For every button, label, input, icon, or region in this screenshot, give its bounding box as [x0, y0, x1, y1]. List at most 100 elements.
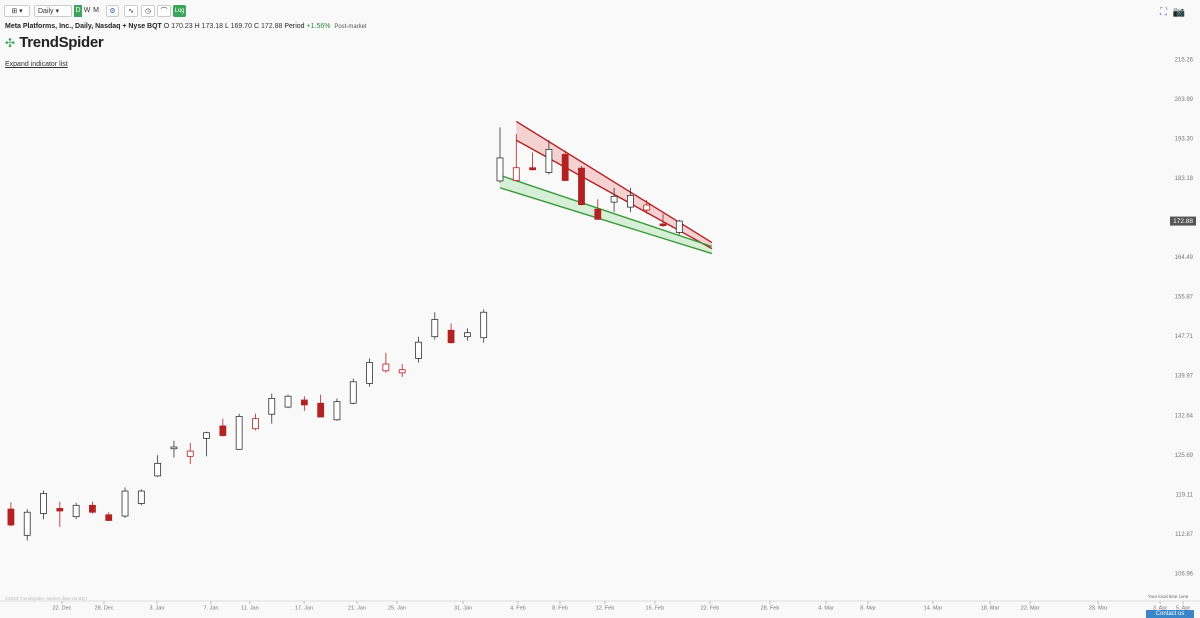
candle [594, 199, 602, 221]
x-tick-label: 4. Feb [510, 605, 526, 611]
candle-body [56, 508, 64, 512]
interval-select[interactable]: Daily ▾ [34, 5, 72, 17]
support-band-edge [499, 174, 713, 248]
y-tick-label: 203.99 [1175, 97, 1194, 103]
log-button[interactable]: Log [173, 5, 186, 17]
logo-text: TrendSpider [19, 34, 104, 51]
period-label: Period [284, 23, 305, 30]
indicator-button[interactable]: ∿ [124, 5, 138, 17]
candle-body [398, 369, 406, 374]
settings-button[interactable]: ⚙ [106, 5, 119, 17]
candle [317, 394, 325, 418]
candle-body [268, 397, 276, 415]
ohlc-value: 169.70 [230, 23, 252, 30]
x-tick-label: 22. Feb [701, 605, 720, 611]
ohlc-value: 172.88 [260, 23, 283, 30]
button-m[interactable]: M [93, 7, 99, 14]
candle-body [252, 418, 259, 430]
x-tick-label: 17. Jan [295, 605, 313, 611]
x-tick-label: 3. Apr [1153, 605, 1168, 611]
candle [578, 166, 585, 206]
candle-body [529, 167, 536, 171]
candle [268, 393, 276, 424]
candle-body [186, 450, 194, 457]
ohlc-label: L [224, 23, 229, 30]
layout-menu[interactable]: ⊞ ▾ [4, 5, 30, 17]
support-band [499, 175, 712, 254]
candle [23, 509, 31, 541]
camera-icon[interactable]: 📷 [1172, 7, 1185, 18]
candle-body [23, 511, 31, 536]
candle [137, 489, 145, 506]
candle [675, 219, 683, 235]
legend-row: Meta Platforms, Inc., Daily, Nasdaq + Ny… [5, 23, 367, 30]
x-tick-label: 14. Mar [924, 605, 943, 611]
candle-body [333, 401, 341, 421]
ohlc-legend: O 170.23 H 173.18 L 169.70 C 172.88 [164, 23, 285, 30]
fullscreen-icon[interactable]: ⛶ [1159, 7, 1167, 18]
candle [203, 431, 210, 457]
timezone-label: Your local time zone [1148, 594, 1189, 599]
expand-link[interactable]: Expand indicator list [5, 61, 68, 68]
logo: ✣ TrendSpider [5, 34, 104, 51]
candle [333, 398, 341, 421]
candle-body [431, 319, 439, 338]
ohlc-value: 173.18 [201, 23, 224, 30]
interval-text: Daily [38, 8, 54, 15]
copyright: ©2023 TrendSpider. Market data via BQT [5, 596, 88, 601]
candle [480, 309, 488, 343]
x-tick-label: 22. Dec [52, 605, 71, 611]
candle-body [382, 363, 390, 372]
session-label: Post-market [334, 24, 367, 30]
y-tick-label: 125.69 [1175, 453, 1194, 459]
candle [398, 364, 406, 378]
clock-button[interactable]: ◷ [141, 5, 155, 17]
candle-body [545, 149, 553, 173]
candle [610, 187, 618, 213]
candle-body [627, 195, 634, 208]
y-tick-label: 215.26 [1175, 58, 1194, 64]
candle [545, 140, 553, 175]
candle-body [300, 399, 308, 406]
candle-body [349, 381, 357, 404]
x-tick-label: 28. Dec [95, 605, 114, 611]
candle [300, 396, 308, 411]
y-tick-label: 164.49 [1175, 255, 1194, 261]
candle-body [610, 195, 618, 203]
y-tick-label: 147.71 [1175, 334, 1194, 340]
x-tick-label: 4. Mar [818, 605, 834, 611]
x-tick-label: 28. Mar [1089, 605, 1108, 611]
candle-body [7, 508, 15, 526]
ohlc-label: O [163, 23, 170, 30]
drawing-button[interactable]: ⌒ [157, 5, 171, 17]
x-tick-label: 25. Jan [388, 605, 406, 611]
candle [89, 501, 96, 514]
candle-body [463, 332, 471, 338]
candle [7, 502, 15, 527]
support-line [499, 187, 713, 255]
ohlc-value: 170.23 [171, 23, 193, 30]
candle-body [496, 157, 504, 182]
candle [561, 150, 569, 181]
candle-body [105, 514, 113, 521]
candle-body [284, 395, 292, 408]
candle [284, 394, 292, 409]
last-price-tag [1170, 216, 1196, 226]
candle [463, 328, 471, 341]
candle-body [578, 167, 585, 206]
candle [154, 455, 162, 478]
candle-body [366, 362, 373, 384]
y-tick-label: 106.96 [1175, 571, 1194, 577]
candle [121, 487, 129, 518]
y-tick-label: 139.97 [1175, 374, 1194, 380]
contact-button[interactable]: Contact us [1146, 610, 1194, 618]
button-w[interactable]: W [83, 7, 91, 14]
x-tick-label: 18. Mar [981, 605, 1000, 611]
x-tick-label: 3. Jan [149, 605, 164, 611]
logo-icon: ✣ [5, 36, 16, 50]
button-d[interactable]: D [74, 5, 82, 17]
x-tick-label: 21. Jan [348, 605, 366, 611]
candle [170, 440, 178, 458]
